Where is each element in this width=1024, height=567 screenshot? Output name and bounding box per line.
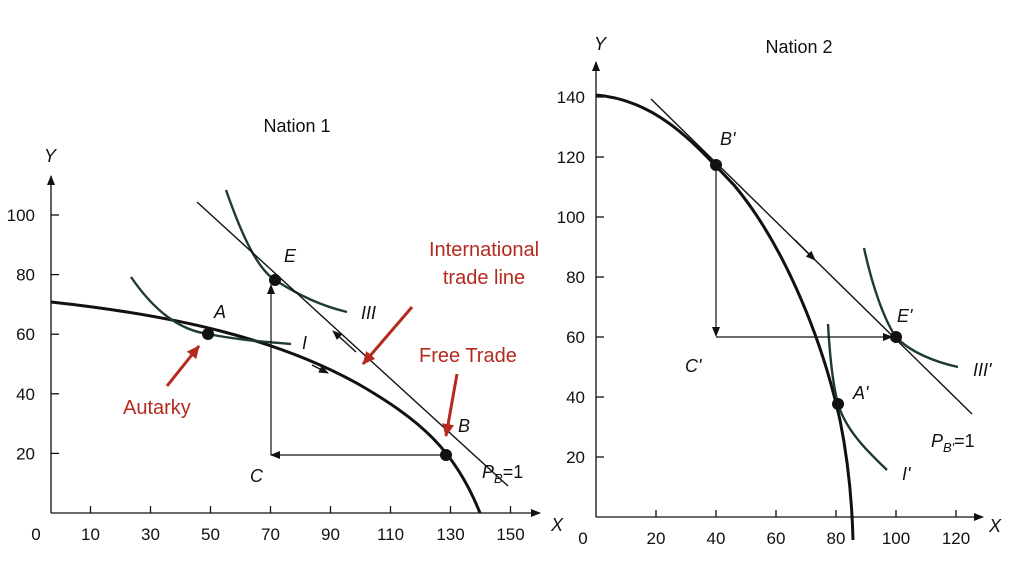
nation1-trade-line bbox=[196, 201, 509, 487]
nation2-x-tick-label: 80 bbox=[827, 529, 846, 548]
trade-line-arrow bbox=[361, 306, 414, 365]
nation1-x-tick-label: 50 bbox=[201, 525, 220, 544]
nation1-point-A bbox=[202, 328, 214, 340]
nation1-label-III: III bbox=[361, 303, 376, 323]
nation2-x-tick-label: 60 bbox=[767, 529, 786, 548]
nation2-axes bbox=[592, 61, 984, 521]
nation1-y-tick-label: 40 bbox=[16, 385, 35, 404]
nation2-label-E-prime: E' bbox=[897, 306, 913, 326]
nation2-trade-arrow-down bbox=[794, 239, 816, 261]
nation2-label-I-prime: I' bbox=[902, 464, 911, 484]
nation2-label-III-prime: III' bbox=[973, 360, 992, 380]
nation1-x-tick-label: 150 bbox=[496, 525, 524, 544]
nation1-label-B: B bbox=[458, 416, 470, 436]
nation2-y-tick-label: 80 bbox=[566, 268, 585, 287]
nation1-y-tick-label: 80 bbox=[16, 266, 35, 285]
nation2-x-tick-label: 20 bbox=[647, 529, 666, 548]
nation1-point-B bbox=[440, 449, 452, 461]
nation1-y-axis-label: Y bbox=[44, 146, 58, 166]
nation1-chart: 0 10 30 50 70 90 110 130 150 20 40 60 80 100 Y X Nati… bbox=[7, 116, 564, 544]
nation2-point-B-prime bbox=[710, 159, 722, 171]
nation1-y-tick-label: 60 bbox=[16, 325, 35, 344]
nation1-price-label: PB=1 bbox=[482, 462, 523, 486]
autarky-label: Autarky bbox=[123, 397, 191, 419]
nation2-y-axis-label: Y bbox=[594, 34, 608, 54]
nation1-ppf-curve bbox=[50, 300, 482, 514]
nation2-y-tick-label: 20 bbox=[566, 448, 585, 467]
nation2-label-A-prime: A' bbox=[852, 383, 869, 403]
nation1-point-E bbox=[269, 274, 281, 286]
nation2-x-tick-label: 100 bbox=[882, 529, 910, 548]
nation2-title: Nation 2 bbox=[765, 37, 832, 57]
nation2-price-label: PB'=1 bbox=[931, 431, 975, 455]
nation1-annotations: Autarky International trade line Free Tra… bbox=[123, 239, 539, 437]
nation1-label-I: I bbox=[302, 333, 307, 353]
nation1-title: Nation 1 bbox=[263, 116, 330, 136]
nation2-point-E-prime bbox=[890, 331, 902, 343]
nation2-y-tick-label: 140 bbox=[557, 88, 585, 107]
nation2-y-tick-label: 40 bbox=[566, 388, 585, 407]
nation1-x-tick-label: 110 bbox=[377, 525, 404, 544]
nation1-x-tick-label: 10 bbox=[81, 525, 100, 544]
nation2-label-C-prime: C' bbox=[685, 356, 702, 376]
nation1-x-tick-label: 0 bbox=[31, 525, 40, 544]
free-trade-label: Free Trade bbox=[419, 345, 517, 367]
nation1-axes bbox=[47, 175, 541, 517]
nation2-y-tick-label: 120 bbox=[557, 148, 585, 167]
nation1-x-axis-label: X bbox=[550, 515, 564, 535]
nation2-x-tick-label: 120 bbox=[942, 529, 970, 548]
nation1-label-A: A bbox=[213, 302, 226, 322]
nation1-label-E: E bbox=[284, 246, 297, 266]
free-trade-arrow bbox=[442, 373, 459, 437]
nation2-label-B-prime: B' bbox=[720, 129, 736, 149]
nation1-x-tick-label: 130 bbox=[436, 525, 464, 544]
nation1-trade-arrow-up bbox=[332, 330, 357, 353]
nation1-x-tick-label: 30 bbox=[141, 525, 160, 544]
nation2-chart: 0 20 40 60 80 100 120 20 40 60 80 100 120 140 Y X Nat… bbox=[557, 34, 1002, 548]
nation2-ticks bbox=[596, 96, 957, 517]
nation1-tick-labels: 0 10 30 50 70 90 110 130 150 20 40 60 80 100 bbox=[7, 206, 525, 544]
nation2-ppf-curve bbox=[595, 93, 855, 541]
nation2-tick-labels: 0 20 40 60 80 100 120 20 40 60 80 100 120 140 bbox=[557, 88, 971, 548]
nation2-y-tick-label: 100 bbox=[557, 208, 585, 227]
nation2-x-tick-label: 0 bbox=[578, 529, 587, 548]
autarky-arrow bbox=[165, 345, 201, 387]
nation1-x-tick-label: 70 bbox=[261, 525, 280, 544]
nation2-x-axis-label: X bbox=[988, 516, 1002, 536]
nation2-y-tick-label: 60 bbox=[566, 328, 585, 347]
nation1-y-tick-label: 100 bbox=[7, 206, 35, 225]
international-trade-line-label: International trade line bbox=[429, 239, 539, 289]
nation1-x-tick-label: 90 bbox=[321, 525, 340, 544]
nation2-point-A-prime bbox=[832, 398, 844, 410]
nation2-x-tick-label: 40 bbox=[707, 529, 726, 548]
nation1-label-C: C bbox=[250, 466, 264, 486]
nation1-y-tick-label: 20 bbox=[16, 444, 35, 463]
nation1-ppf-arrow bbox=[311, 364, 329, 374]
nation1-ticks bbox=[51, 214, 512, 513]
